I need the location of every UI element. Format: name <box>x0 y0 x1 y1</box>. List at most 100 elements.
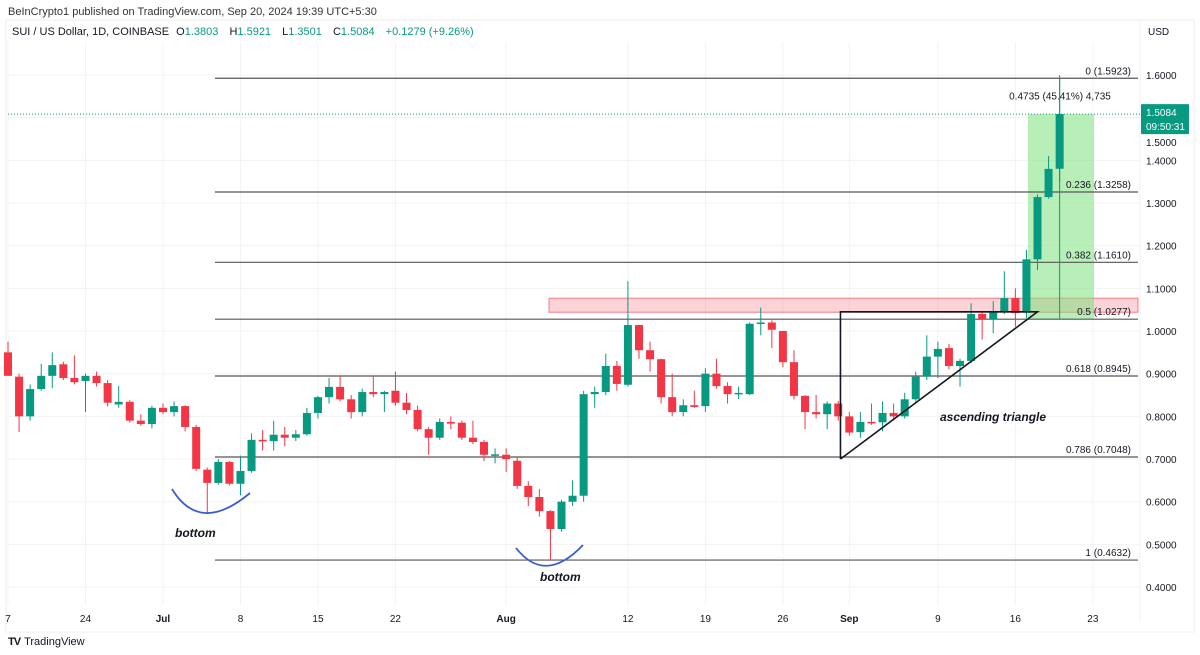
candle-up <box>967 313 976 361</box>
candle-up <box>1022 259 1031 313</box>
candle-up <box>590 392 599 395</box>
candle-up <box>579 394 588 496</box>
low-label: L <box>282 26 289 38</box>
candle-down <box>369 392 378 395</box>
high-value: 1.5921 <box>237 26 272 38</box>
x-tick-label: Aug <box>496 614 515 625</box>
candle-up <box>170 406 179 413</box>
candle-up <box>214 462 223 483</box>
candle-up <box>557 501 566 530</box>
x-tick-label: 8 <box>238 614 244 625</box>
bottom-curve <box>515 544 584 567</box>
candle-up <box>37 375 46 390</box>
candle-up <box>878 412 887 423</box>
y-tick-label: 0.7000 <box>1146 455 1177 466</box>
candle-up <box>26 389 35 417</box>
candle-down <box>136 420 145 425</box>
measure-label: 0.4735 (45.41%) 4,735 <box>1009 91 1111 102</box>
candle-down <box>158 407 167 413</box>
tradingview-brand[interactable]: TV TradingView <box>8 636 85 648</box>
candle-down <box>634 325 643 351</box>
candle-up <box>568 495 577 502</box>
y-tick-label: 1.5000 <box>1146 138 1177 149</box>
candle-up <box>856 421 865 433</box>
y-tick-label: 1.3000 <box>1146 199 1177 210</box>
candle-down <box>59 364 68 378</box>
x-tick-label: Jul <box>156 614 171 625</box>
candle-up <box>734 392 743 395</box>
tradingview-logo-icon: TV <box>8 636 21 648</box>
fib-level-label: 0.382 (1.1610) <box>1066 250 1131 261</box>
candle-down <box>657 359 666 398</box>
candle-down <box>723 386 732 395</box>
x-tick-label: 23 <box>1087 614 1099 625</box>
candle-down <box>801 395 810 413</box>
candle-down <box>612 366 621 384</box>
candle-down <box>812 412 821 415</box>
pattern-label: ascending triangle <box>940 410 1046 424</box>
candle-up <box>756 322 765 324</box>
x-tick-label: 12 <box>622 614 634 625</box>
candle-up <box>291 434 300 438</box>
candle-down <box>524 485 533 498</box>
candle-down <box>668 397 677 413</box>
open-label: O <box>176 26 185 38</box>
candle-down <box>889 412 898 417</box>
currency-label[interactable]: USD <box>1148 27 1170 38</box>
y-tick-label: 1.1000 <box>1146 284 1177 295</box>
y-tick-label: 1.2000 <box>1146 242 1177 253</box>
candle-down <box>690 405 699 407</box>
candle-up <box>48 365 57 376</box>
candle-down <box>92 375 101 384</box>
x-tick-label: 15 <box>312 614 324 625</box>
candle-up <box>623 325 632 385</box>
y-tick-label: 0.9000 <box>1146 370 1177 381</box>
candle-up <box>147 407 156 425</box>
y-tick-label: 0.5000 <box>1146 540 1177 551</box>
fib-level-label: 0.5 (1.0277) <box>1077 307 1131 318</box>
y-tick-label: 1.4000 <box>1146 156 1177 167</box>
candle-up <box>745 323 754 395</box>
candle-up <box>922 356 931 377</box>
candle-down <box>778 331 787 363</box>
fib-level-label: 0.786 (0.7048) <box>1066 445 1131 456</box>
candle-up <box>1044 168 1053 198</box>
y-tick-label: 0.6000 <box>1146 498 1177 509</box>
candle-down <box>225 462 234 484</box>
last-price-value: 1.5084 <box>1146 108 1177 119</box>
candle-up <box>247 439 256 471</box>
candle-up <box>823 403 832 415</box>
ohlc-low: L1.3501 <box>282 26 326 38</box>
candle-down <box>978 313 987 320</box>
bottom-label: bottom <box>175 526 216 540</box>
fib-level-label: 0 (1.5923) <box>1085 66 1131 77</box>
x-tick-label: 19 <box>700 614 712 625</box>
candle-down <box>203 469 212 483</box>
x-tick-label: 26 <box>777 614 789 625</box>
x-tick-label: 7 <box>5 614 11 625</box>
candle-down <box>336 386 345 400</box>
fib-level-label: 1 (0.4632) <box>1085 548 1131 559</box>
candle-down <box>15 376 24 417</box>
candle-down <box>457 422 466 438</box>
candle-up <box>435 421 444 438</box>
candle-up <box>491 454 500 456</box>
ohlc-open: O1.3803 <box>176 26 222 38</box>
candle-down <box>867 421 876 424</box>
candle-up <box>325 386 334 398</box>
candle-up <box>1055 114 1064 169</box>
brand-name: TradingView <box>24 636 85 648</box>
candle-down <box>70 377 79 383</box>
x-tick-label: Sep <box>840 614 858 625</box>
candle-down <box>535 497 544 512</box>
candle-down <box>480 441 489 455</box>
candle-down <box>546 511 555 530</box>
bottom-curve <box>171 488 251 514</box>
candle-down <box>4 352 12 376</box>
candle-down <box>767 322 776 330</box>
candle-up <box>601 366 610 393</box>
candle-down <box>845 416 854 433</box>
candle-up <box>900 399 909 417</box>
bar-countdown: 09:50:31 <box>1146 122 1185 133</box>
